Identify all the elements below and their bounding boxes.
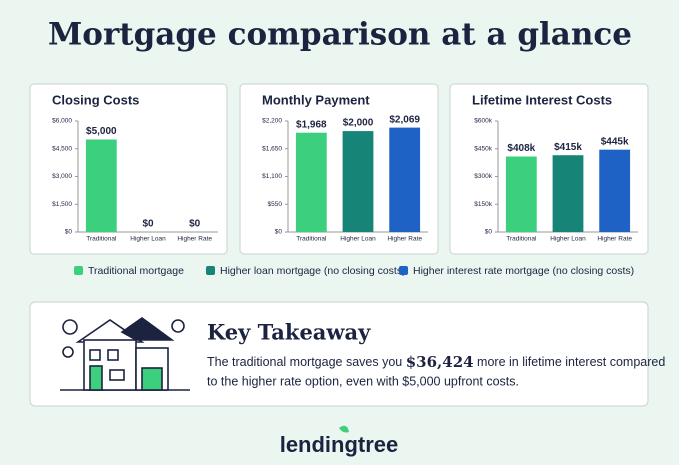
house-illustration	[60, 317, 190, 391]
y-tick-label: $1,650	[262, 145, 282, 152]
chart-title: Closing Costs	[52, 92, 139, 107]
value-label: $0	[142, 219, 154, 230]
value-label: $1,968	[296, 119, 327, 130]
card	[449, 83, 649, 255]
chart-title: Lifetime Interest Costs	[472, 92, 612, 107]
x-tick-label: Higher Rate	[597, 236, 632, 243]
value-label: $5,000	[86, 126, 117, 137]
y-tick-label: $1,100	[262, 173, 282, 180]
y-tick-label: $0	[275, 229, 283, 236]
takeaway-text: The traditional mortgage saves you $36,4…	[207, 353, 665, 371]
x-tick-label: Higher Loan	[550, 236, 586, 243]
y-tick-label: $0	[65, 229, 73, 236]
x-tick-label: Higher Rate	[387, 236, 422, 243]
value-label: $2,000	[343, 118, 374, 129]
legend-label: Traditional mortgage	[88, 265, 184, 277]
y-tick-label: $4,500	[52, 145, 72, 152]
logo-leaf	[339, 425, 349, 433]
card	[29, 83, 228, 255]
bar	[295, 132, 327, 232]
y-tick-label: $450k	[474, 145, 492, 152]
x-tick-label: Higher Loan	[130, 236, 166, 243]
legend-swatch	[399, 266, 408, 275]
takeaway-card	[29, 301, 649, 407]
bar	[85, 139, 117, 232]
legend-swatch	[206, 266, 215, 275]
y-tick-label: $0	[485, 229, 493, 236]
x-tick-label: Traditional	[86, 236, 117, 243]
y-tick-label: $300k	[474, 173, 492, 180]
legend-swatch	[74, 266, 83, 275]
value-label: $445k	[601, 136, 629, 147]
chart-title: Monthly Payment	[262, 92, 370, 107]
x-tick-label: Traditional	[506, 236, 537, 243]
y-tick-label: $600k	[474, 118, 492, 125]
value-label: $2,069	[389, 114, 420, 125]
bar	[599, 149, 631, 232]
value-label: $0	[189, 219, 201, 230]
y-tick-label: $3,000	[52, 173, 72, 180]
x-tick-label: Higher Loan	[340, 236, 376, 243]
text-part: The traditional mortgage saves you	[207, 355, 406, 369]
y-tick-label: $1,500	[52, 201, 72, 208]
legend-label: Higher loan mortgage (no closing costs)	[220, 265, 406, 277]
bar	[505, 156, 537, 232]
legend-label: Higher interest rate mortgage (no closin…	[413, 265, 634, 277]
y-tick-label: $2,200	[262, 118, 282, 125]
y-tick-label: $6,000	[52, 118, 72, 125]
value-label: $415k	[554, 142, 582, 153]
bar	[342, 131, 374, 232]
bar	[389, 127, 421, 232]
x-tick-label: Higher Rate	[177, 236, 212, 243]
x-tick-label: Traditional	[296, 236, 327, 243]
amount: $36,424	[406, 353, 474, 371]
takeaway-heading: Key Takeaway	[207, 320, 371, 345]
y-tick-label: $550	[268, 201, 283, 208]
takeaway-text: to the higher rate option, even with $5,…	[207, 374, 519, 388]
value-label: $408k	[507, 143, 535, 154]
page-title: Mortgage comparison at a glance	[48, 17, 632, 53]
card	[239, 83, 439, 255]
bar	[552, 155, 584, 232]
logo: lendingtree	[280, 432, 399, 457]
y-tick-label: $150k	[474, 201, 492, 208]
text-part: more in lifetime interest compared	[474, 355, 666, 369]
